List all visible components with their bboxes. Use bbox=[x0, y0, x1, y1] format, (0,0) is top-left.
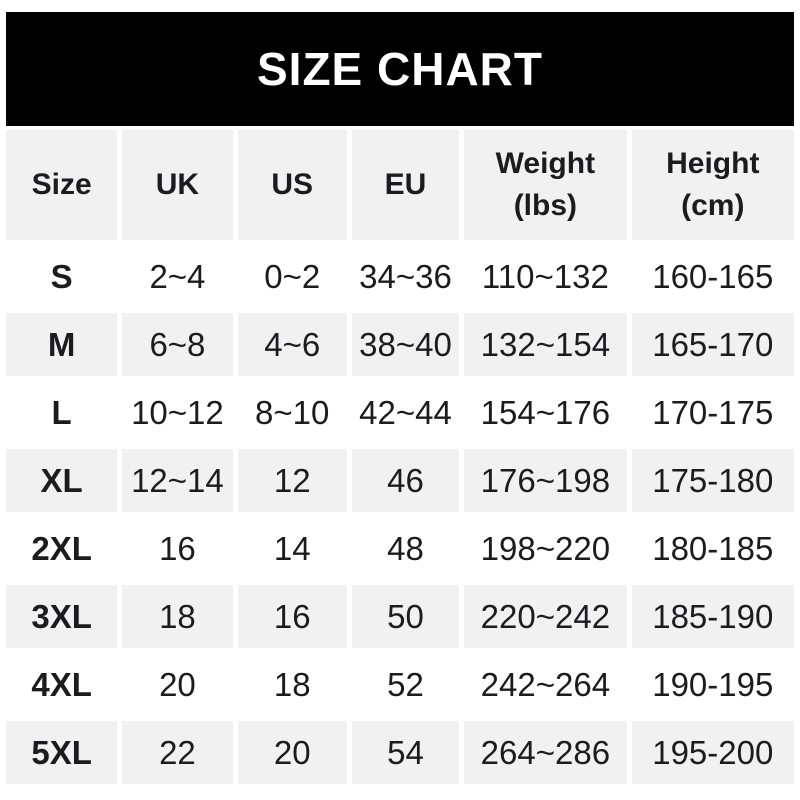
us-size-cell: 16 bbox=[237, 585, 347, 648]
size-label-cell: 2XL bbox=[6, 517, 118, 580]
uk-size-cell: 22 bbox=[122, 721, 233, 784]
column-header-sublabel: (lbs) bbox=[513, 189, 578, 222]
page-title: SIZE CHART bbox=[257, 43, 543, 95]
column-header-label: UK bbox=[155, 168, 200, 201]
us-size-cell: 18 bbox=[237, 653, 347, 716]
us-size-cell: 14 bbox=[237, 517, 347, 580]
us-size-cell: 0~2 bbox=[237, 245, 347, 308]
eu-size-cell: 48 bbox=[351, 517, 460, 580]
size-table: Size UK US EU Weight (lbs) Height (cm) bbox=[6, 130, 794, 784]
size-label-cell: L bbox=[6, 381, 118, 444]
column-header-us: US bbox=[237, 130, 347, 240]
weight-range-cell: 198~220 bbox=[464, 517, 627, 580]
weight-range-cell: 264~286 bbox=[464, 721, 627, 784]
height-range-cell: 170-175 bbox=[631, 381, 794, 444]
column-header-label: Height bbox=[666, 147, 760, 180]
eu-size-cell: 46 bbox=[351, 449, 460, 512]
column-header-weight: Weight (lbs) bbox=[464, 130, 627, 240]
uk-size-cell: 2~4 bbox=[122, 245, 233, 308]
column-header-sublabel: (cm) bbox=[681, 189, 745, 222]
height-range-cell: 195-200 bbox=[631, 721, 794, 784]
eu-size-cell: 34~36 bbox=[351, 245, 460, 308]
eu-size-cell: 50 bbox=[351, 585, 460, 648]
uk-size-cell: 10~12 bbox=[122, 381, 233, 444]
uk-size-cell: 18 bbox=[122, 585, 233, 648]
uk-size-cell: 12~14 bbox=[122, 449, 233, 512]
size-label-cell: M bbox=[6, 313, 118, 376]
column-header-label: Size bbox=[31, 168, 92, 201]
column-header-label: EU bbox=[384, 168, 427, 201]
height-range-cell: 190-195 bbox=[631, 653, 794, 716]
us-size-cell: 20 bbox=[237, 721, 347, 784]
column-header-eu: EU bbox=[351, 130, 460, 240]
us-size-cell: 12 bbox=[237, 449, 347, 512]
height-range-cell: 180-185 bbox=[631, 517, 794, 580]
weight-range-cell: 176~198 bbox=[464, 449, 627, 512]
height-range-cell: 165-170 bbox=[631, 313, 794, 376]
uk-size-cell: 6~8 bbox=[122, 313, 233, 376]
eu-size-cell: 54 bbox=[351, 721, 460, 784]
column-header-size: Size bbox=[6, 130, 118, 240]
column-header-label: US bbox=[271, 168, 314, 201]
weight-range-cell: 242~264 bbox=[464, 653, 627, 716]
uk-size-cell: 20 bbox=[122, 653, 233, 716]
size-label-cell: XL bbox=[6, 449, 118, 512]
size-label-cell: 5XL bbox=[6, 721, 118, 784]
size-label-cell: S bbox=[6, 245, 118, 308]
us-size-cell: 8~10 bbox=[237, 381, 347, 444]
size-label-cell: 3XL bbox=[6, 585, 118, 648]
height-range-cell: 185-190 bbox=[631, 585, 794, 648]
eu-size-cell: 42~44 bbox=[351, 381, 460, 444]
eu-size-cell: 52 bbox=[351, 653, 460, 716]
weight-range-cell: 220~242 bbox=[464, 585, 627, 648]
eu-size-cell: 38~40 bbox=[351, 313, 460, 376]
height-range-cell: 160-165 bbox=[631, 245, 794, 308]
column-header-height: Height (cm) bbox=[631, 130, 794, 240]
us-size-cell: 4~6 bbox=[237, 313, 347, 376]
banner: SIZE CHART bbox=[6, 12, 794, 126]
weight-range-cell: 154~176 bbox=[464, 381, 627, 444]
height-range-cell: 175-180 bbox=[631, 449, 794, 512]
column-header-label: Weight bbox=[495, 147, 596, 180]
size-label-cell: 4XL bbox=[6, 653, 118, 716]
uk-size-cell: 16 bbox=[122, 517, 233, 580]
column-header-uk: UK bbox=[122, 130, 233, 240]
weight-range-cell: 132~154 bbox=[464, 313, 627, 376]
weight-range-cell: 110~132 bbox=[464, 245, 627, 308]
